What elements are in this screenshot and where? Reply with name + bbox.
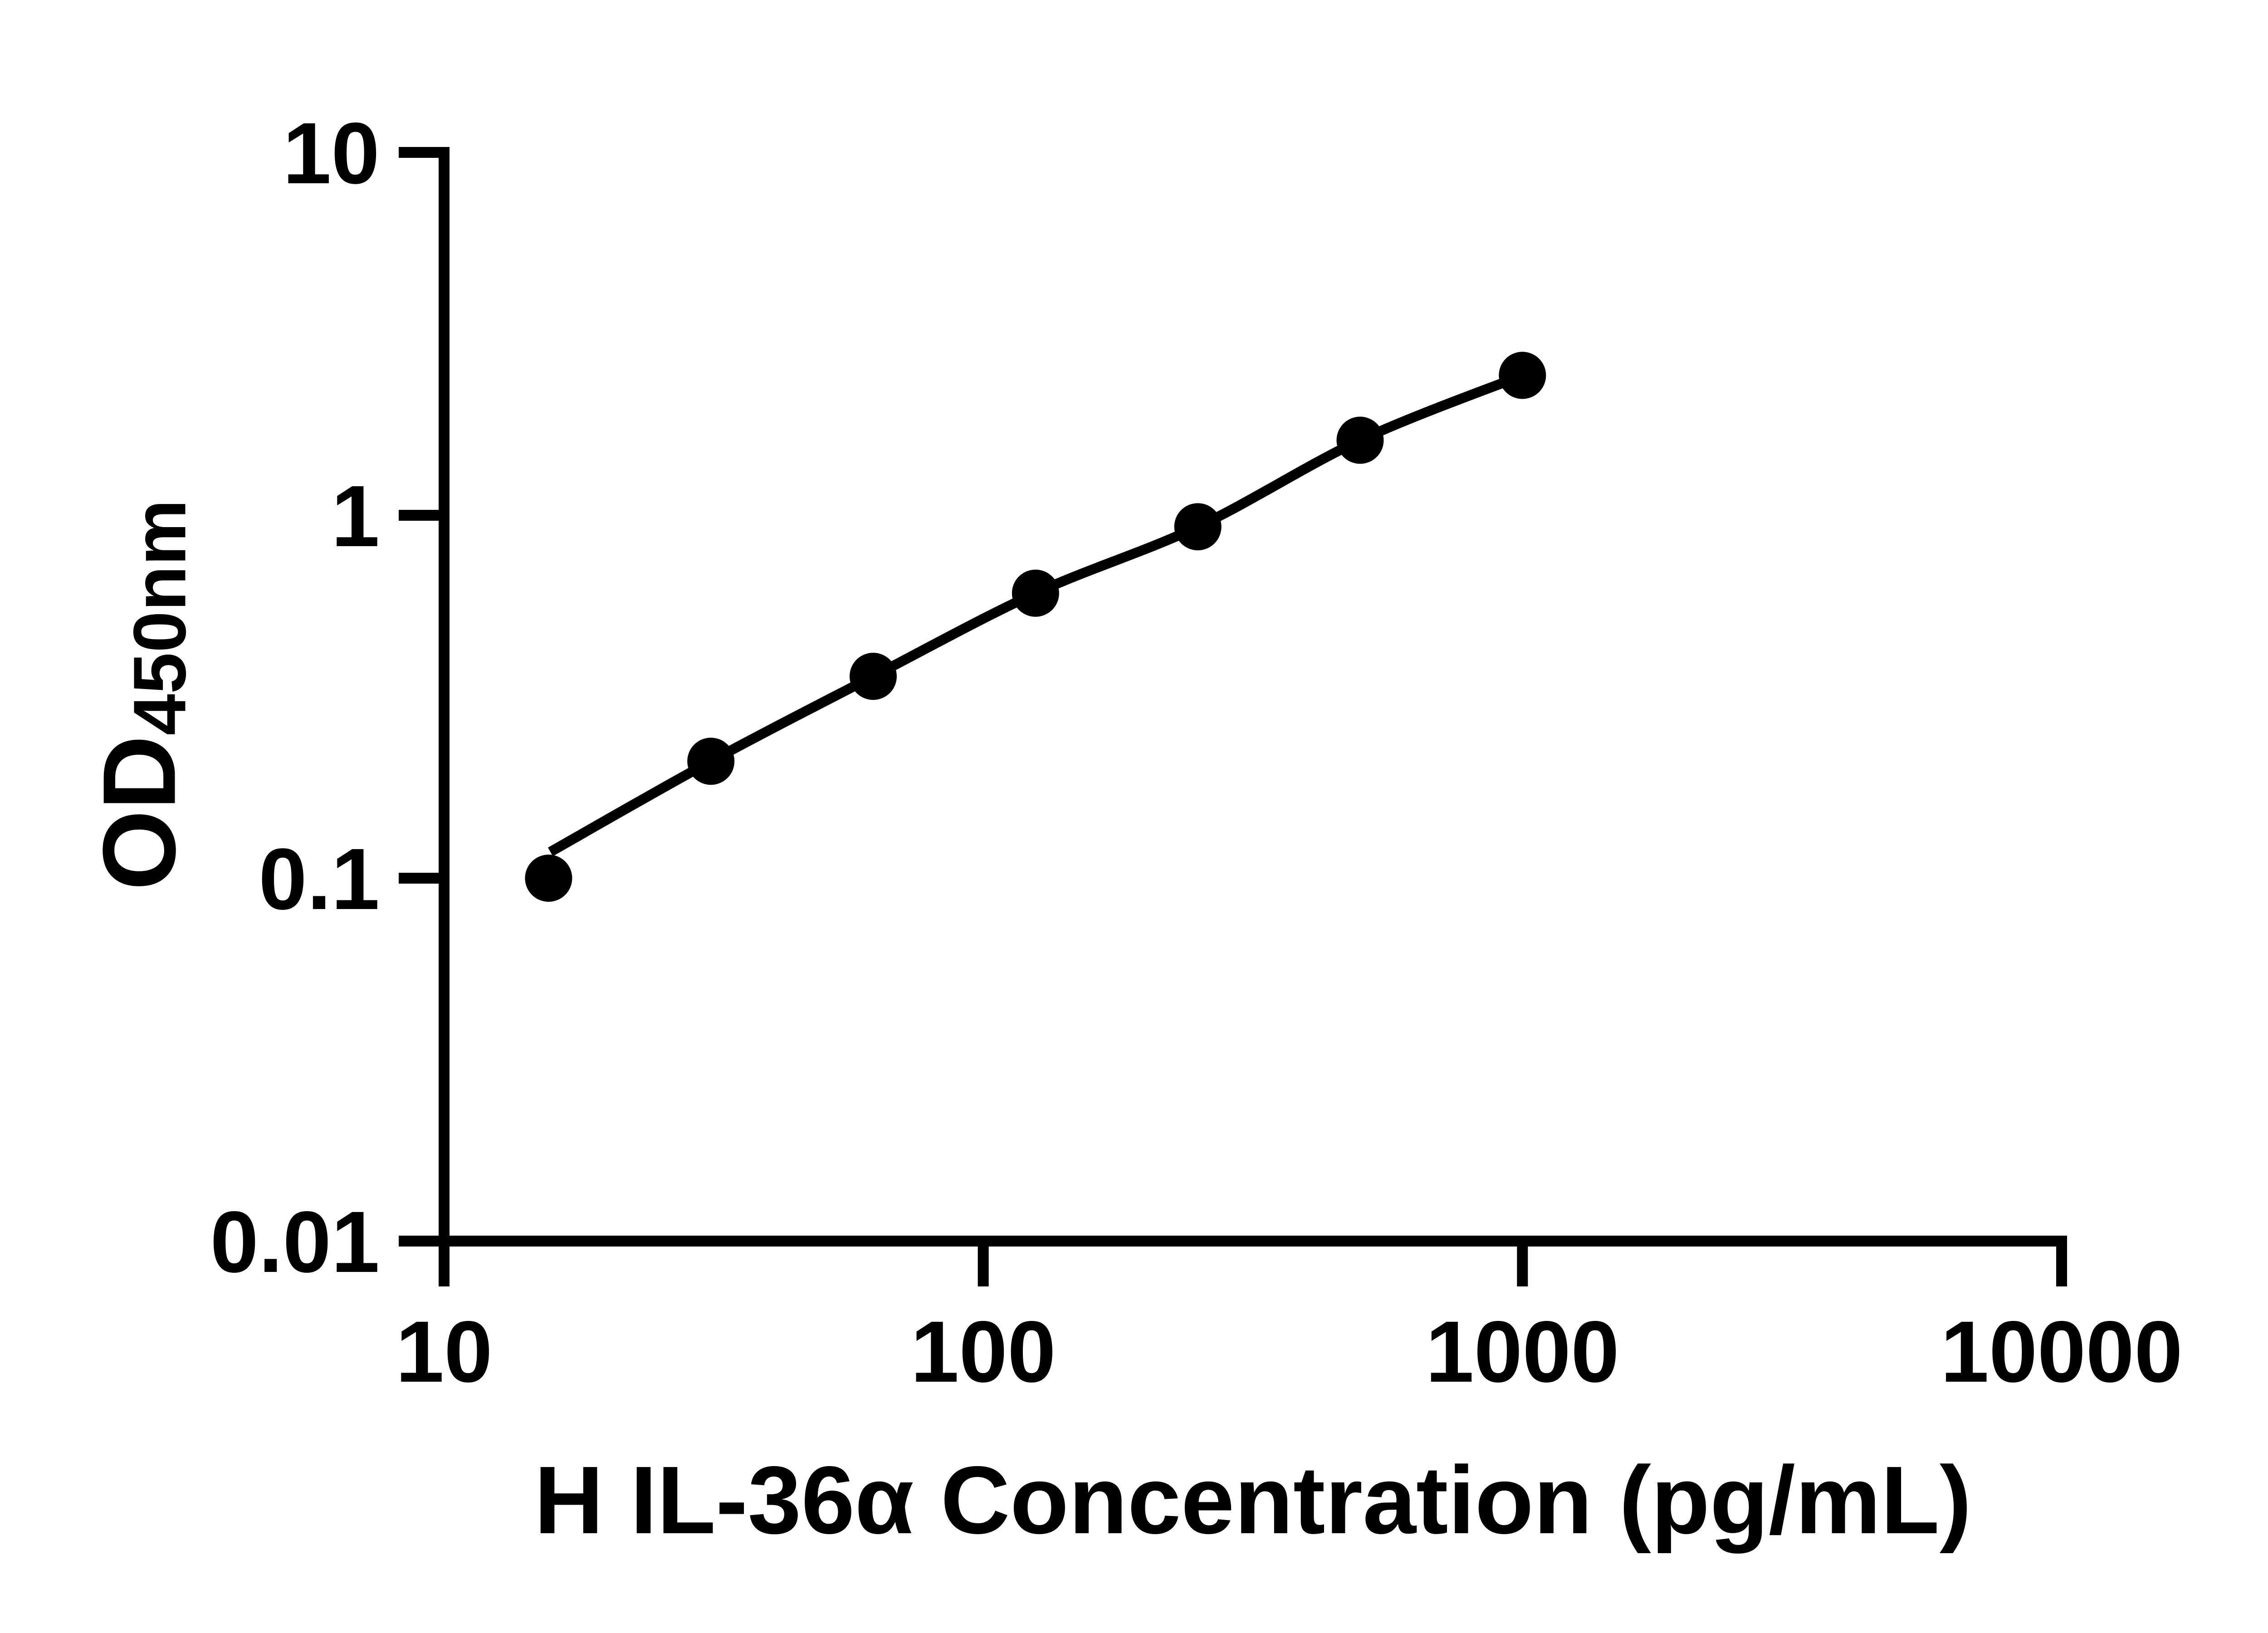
data-point: [687, 738, 735, 785]
data-point: [525, 855, 572, 902]
y-tick-label: 10: [283, 104, 380, 202]
y-tick-label: 0.1: [259, 830, 380, 928]
data-point: [1336, 416, 1384, 464]
y-axis-title-main: OD: [82, 735, 197, 891]
data-point: [1174, 503, 1222, 551]
data-point: [1012, 569, 1059, 617]
y-axis-title-subscript: 450nm: [117, 499, 201, 736]
data-point: [850, 653, 897, 700]
y-tick-label: 0.01: [210, 1193, 380, 1291]
data-point: [1499, 352, 1546, 399]
y-tick-label: 1: [331, 467, 380, 565]
y-axis-title: OD450nm: [81, 499, 203, 890]
x-tick-label: 1000: [1426, 1303, 1619, 1400]
x-tick-label: 10000: [1941, 1303, 2183, 1400]
x-axis-title: H IL-36α Concentration (pg/mL): [534, 1446, 1972, 1554]
x-tick-label: 100: [910, 1303, 1056, 1400]
x-tick-label: 10: [396, 1303, 493, 1400]
